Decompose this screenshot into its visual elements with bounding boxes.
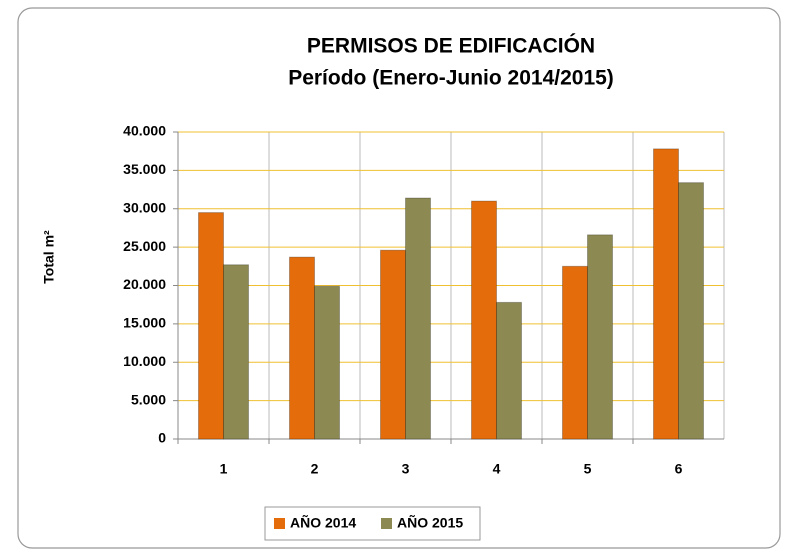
- bar: [496, 301, 522, 440]
- x-tick-label: 1: [220, 461, 228, 477]
- y-tick-label: 20.000: [123, 276, 166, 292]
- chart-subtitle: Período (Enero-Junio 2014/2015): [288, 67, 614, 90]
- y-axis-label: Total m²: [41, 230, 57, 284]
- y-tick-label: 30.000: [123, 199, 166, 215]
- bar: [223, 264, 249, 440]
- x-tick-label: 5: [584, 461, 592, 477]
- bar: [653, 148, 679, 440]
- legend-swatch: [274, 518, 285, 529]
- y-tick-label: 40.000: [123, 123, 166, 139]
- bar: [314, 285, 340, 440]
- y-tick-label: 15.000: [123, 315, 166, 331]
- y-tick-label: 5.000: [131, 391, 166, 407]
- bar: [380, 249, 406, 440]
- bar: [562, 265, 588, 440]
- y-tick-label: 0: [158, 430, 166, 446]
- y-tick-label: 25.000: [123, 238, 166, 254]
- legend-label: AÑO 2014: [290, 514, 356, 531]
- x-tick-label: 6: [675, 461, 683, 477]
- bar: [587, 234, 613, 440]
- bar: [471, 200, 497, 440]
- chart-title: PERMISOS DE EDIFICACIÓN: [307, 34, 595, 58]
- bar: [289, 256, 315, 440]
- legend-swatch: [381, 518, 392, 529]
- x-tick-label: 4: [493, 461, 501, 477]
- bar: [198, 212, 224, 440]
- bar: [405, 197, 431, 440]
- legend-box: [264, 506, 481, 541]
- bar: [678, 182, 704, 440]
- y-tick-label: 10.000: [123, 353, 166, 369]
- x-tick-label: 2: [311, 461, 319, 477]
- x-tick-label: 3: [402, 461, 410, 477]
- legend-label: AÑO 2015: [397, 514, 463, 531]
- y-tick-label: 35.000: [123, 161, 166, 177]
